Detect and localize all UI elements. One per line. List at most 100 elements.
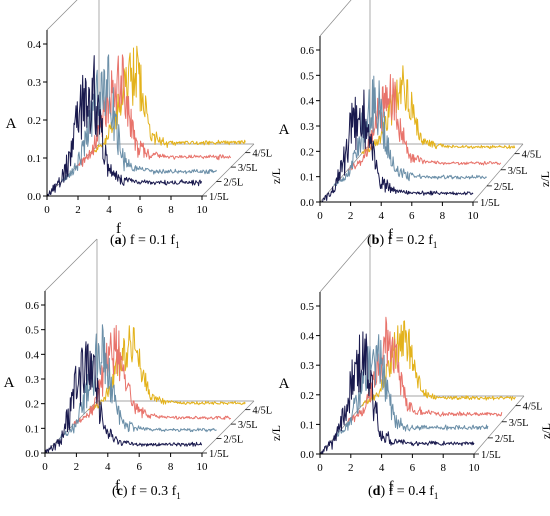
x-axis-title: f	[388, 227, 393, 243]
y-tick-label: 0.6	[300, 45, 314, 57]
series-line	[60, 54, 217, 183]
series-label: 4/5L	[522, 150, 542, 161]
y-tick-label: 0.2	[300, 390, 314, 402]
y-tick-label: 0.2	[25, 399, 39, 411]
series-line	[361, 65, 516, 154]
series-line	[44, 341, 202, 454]
z-axis-title: z/L	[269, 425, 283, 441]
chart-panel-c: 4/5L 3/5L 2/5L 1/5L 0 2 4 6 8 10 0.0 0.1 0.2 0.3 0.4 0.…	[4, 238, 283, 494]
series-label: 4/5L	[252, 149, 272, 160]
y-tick-label: 0.1	[27, 153, 41, 165]
y-tick-label: 0.5	[300, 301, 314, 313]
x-tick-label: 6	[410, 462, 416, 474]
series-label: 3/5L	[238, 163, 258, 174]
series-line	[90, 45, 246, 154]
x-tick-label: 10	[197, 461, 209, 473]
floor-left-edge	[319, 395, 371, 455]
series-label: 2/5L	[223, 178, 243, 189]
y-tick-label: 0.4	[300, 96, 314, 108]
x-tick-label: 6	[136, 461, 142, 473]
x-tick-label: 2	[348, 210, 354, 222]
x-axis-title: f	[115, 478, 120, 494]
caption-d: (d) f = 0.4 f1	[368, 484, 439, 501]
top-depth-edge	[319, 0, 352, 37]
y-axis-title: A	[279, 122, 290, 138]
series-label: 1/5L	[481, 450, 501, 461]
y-tick-label: 0.0	[300, 197, 314, 209]
chart-panel-b: 4/5L 3/5L 2/5L 1/5L 0 2 4 6 8 10 0.0 0.1 0.2 0.3 0.4 0.…	[279, 0, 550, 243]
x-tick-label: 6	[137, 204, 143, 216]
x-tick-label: 2	[348, 462, 354, 474]
y-tick-label: 0.1	[300, 172, 314, 184]
y-tick-label: 0.1	[300, 419, 314, 431]
y-tick-label: 0.0	[27, 191, 41, 203]
y-tick-label: 0.5	[300, 70, 314, 82]
series-line	[319, 89, 474, 203]
chart-panel-a: 4/5L 3/5L 2/5L 1/5L 0 2 4 6 8 10 0.0 0.1 0.2 0.3 0.4 f A…	[6, 0, 283, 237]
x-tick-label: 10	[468, 210, 480, 222]
x-tick-label: 8	[440, 210, 446, 222]
series-line	[73, 325, 231, 425]
series-label: 2/5L	[223, 435, 243, 446]
y-tick-label: 0.4	[27, 39, 41, 51]
x-tick-label: 0	[317, 210, 323, 222]
y-axis-title: A	[279, 376, 290, 392]
z-axis-title: z/L	[539, 423, 550, 439]
caption-a: (a) f = 0.1 f1	[110, 233, 180, 250]
series-line	[46, 55, 203, 197]
y-axis-title: A	[4, 375, 15, 391]
y-tick-label: 0.2	[27, 115, 41, 127]
y-tick-label: 0.1	[25, 423, 39, 435]
y-tick-label: 0.3	[300, 121, 314, 133]
series-line	[88, 325, 246, 411]
series-label: 1/5L	[209, 449, 229, 460]
series-line	[59, 324, 217, 440]
series-line	[347, 316, 503, 423]
z-axis-title: z/L	[269, 168, 283, 184]
series-label: 1/5L	[480, 198, 500, 209]
series-label: 3/5L	[508, 166, 528, 177]
top-depth-edge	[44, 238, 98, 292]
y-tick-label: 0.3	[25, 374, 39, 386]
series-label: 3/5L	[238, 420, 258, 431]
x-tick-label: 4	[106, 204, 112, 216]
top-depth-edge	[319, 233, 371, 293]
top-depth-edge	[46, 0, 78, 31]
x-tick-label: 6	[409, 210, 415, 222]
y-tick-label: 0.3	[300, 360, 314, 372]
x-tick-label: 8	[168, 204, 174, 216]
x-tick-label: 8	[440, 462, 446, 474]
series-label: 2/5L	[494, 182, 514, 193]
x-tick-label: 4	[379, 462, 385, 474]
z-axis-title: z/L	[538, 171, 550, 187]
series-line	[333, 75, 488, 187]
y-tick-label: 0.0	[300, 449, 314, 461]
y-tick-label: 0.4	[300, 331, 314, 343]
x-tick-label: 10	[197, 204, 209, 216]
series-label: 4/5L	[252, 406, 272, 417]
series-label: 1/5L	[209, 192, 229, 203]
x-tick-label: 2	[74, 461, 80, 473]
x-tick-label: 0	[44, 204, 50, 216]
y-tick-label: 0.0	[25, 448, 39, 460]
x-axis-title: f	[389, 479, 394, 495]
series-label: 4/5L	[523, 402, 543, 413]
series-label: 3/5L	[509, 418, 529, 429]
x-tick-label: 2	[75, 204, 81, 216]
x-tick-label: 8	[168, 461, 174, 473]
x-tick-label: 4	[378, 210, 384, 222]
chart-panel-d: 4/5L 3/5L 2/5L 1/5L 0 2 4 6 8 10 0.0 0.1 0.2 0.3 0.4 0.…	[279, 233, 550, 495]
y-tick-label: 0.3	[27, 77, 41, 89]
series-label: 2/5L	[495, 434, 515, 445]
y-tick-label: 0.5	[25, 325, 39, 337]
caption-b: (b) f = 0.2 f1	[367, 233, 438, 250]
x-tick-label: 0	[42, 461, 48, 473]
series-line	[333, 334, 489, 439]
y-tick-label: 0.6	[25, 300, 39, 312]
y-axis-title: A	[6, 116, 17, 132]
y-tick-label: 0.4	[25, 349, 39, 361]
x-tick-label: 0	[317, 462, 323, 474]
x-tick-label: 10	[469, 462, 481, 474]
y-tick-label: 0.2	[300, 146, 314, 158]
